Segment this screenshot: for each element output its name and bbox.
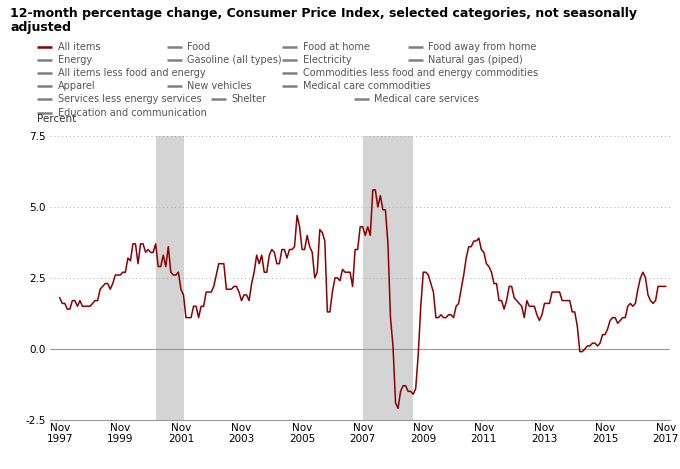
Text: Electricity: Electricity: [303, 55, 352, 65]
Text: Natural gas (piped): Natural gas (piped): [428, 55, 523, 65]
Text: Apparel: Apparel: [58, 81, 95, 91]
Text: 12-month percentage change, Consumer Price Index, selected categories, not seaso: 12-month percentage change, Consumer Pri…: [10, 7, 637, 20]
Text: Education and communication: Education and communication: [58, 107, 207, 118]
Text: Shelter: Shelter: [231, 94, 266, 105]
Text: Food away from home: Food away from home: [428, 42, 537, 52]
Text: Services less energy services: Services less energy services: [58, 94, 201, 105]
Text: Percent: Percent: [37, 114, 77, 124]
Text: Commodities less food and energy commodities: Commodities less food and energy commodi…: [303, 68, 538, 78]
Text: All items: All items: [58, 42, 101, 52]
Text: Food at home: Food at home: [303, 42, 369, 52]
Text: Medical care commodities: Medical care commodities: [303, 81, 430, 91]
Text: New vehicles: New vehicles: [187, 81, 252, 91]
Text: Energy: Energy: [58, 55, 92, 65]
Text: adjusted: adjusted: [10, 21, 71, 34]
Bar: [362, 136, 413, 420]
Text: All items less food and energy: All items less food and energy: [58, 68, 205, 78]
Text: Food: Food: [187, 42, 210, 52]
Bar: [156, 136, 184, 420]
Text: Gasoline (all types): Gasoline (all types): [187, 55, 282, 65]
Text: Medical care services: Medical care services: [374, 94, 479, 105]
